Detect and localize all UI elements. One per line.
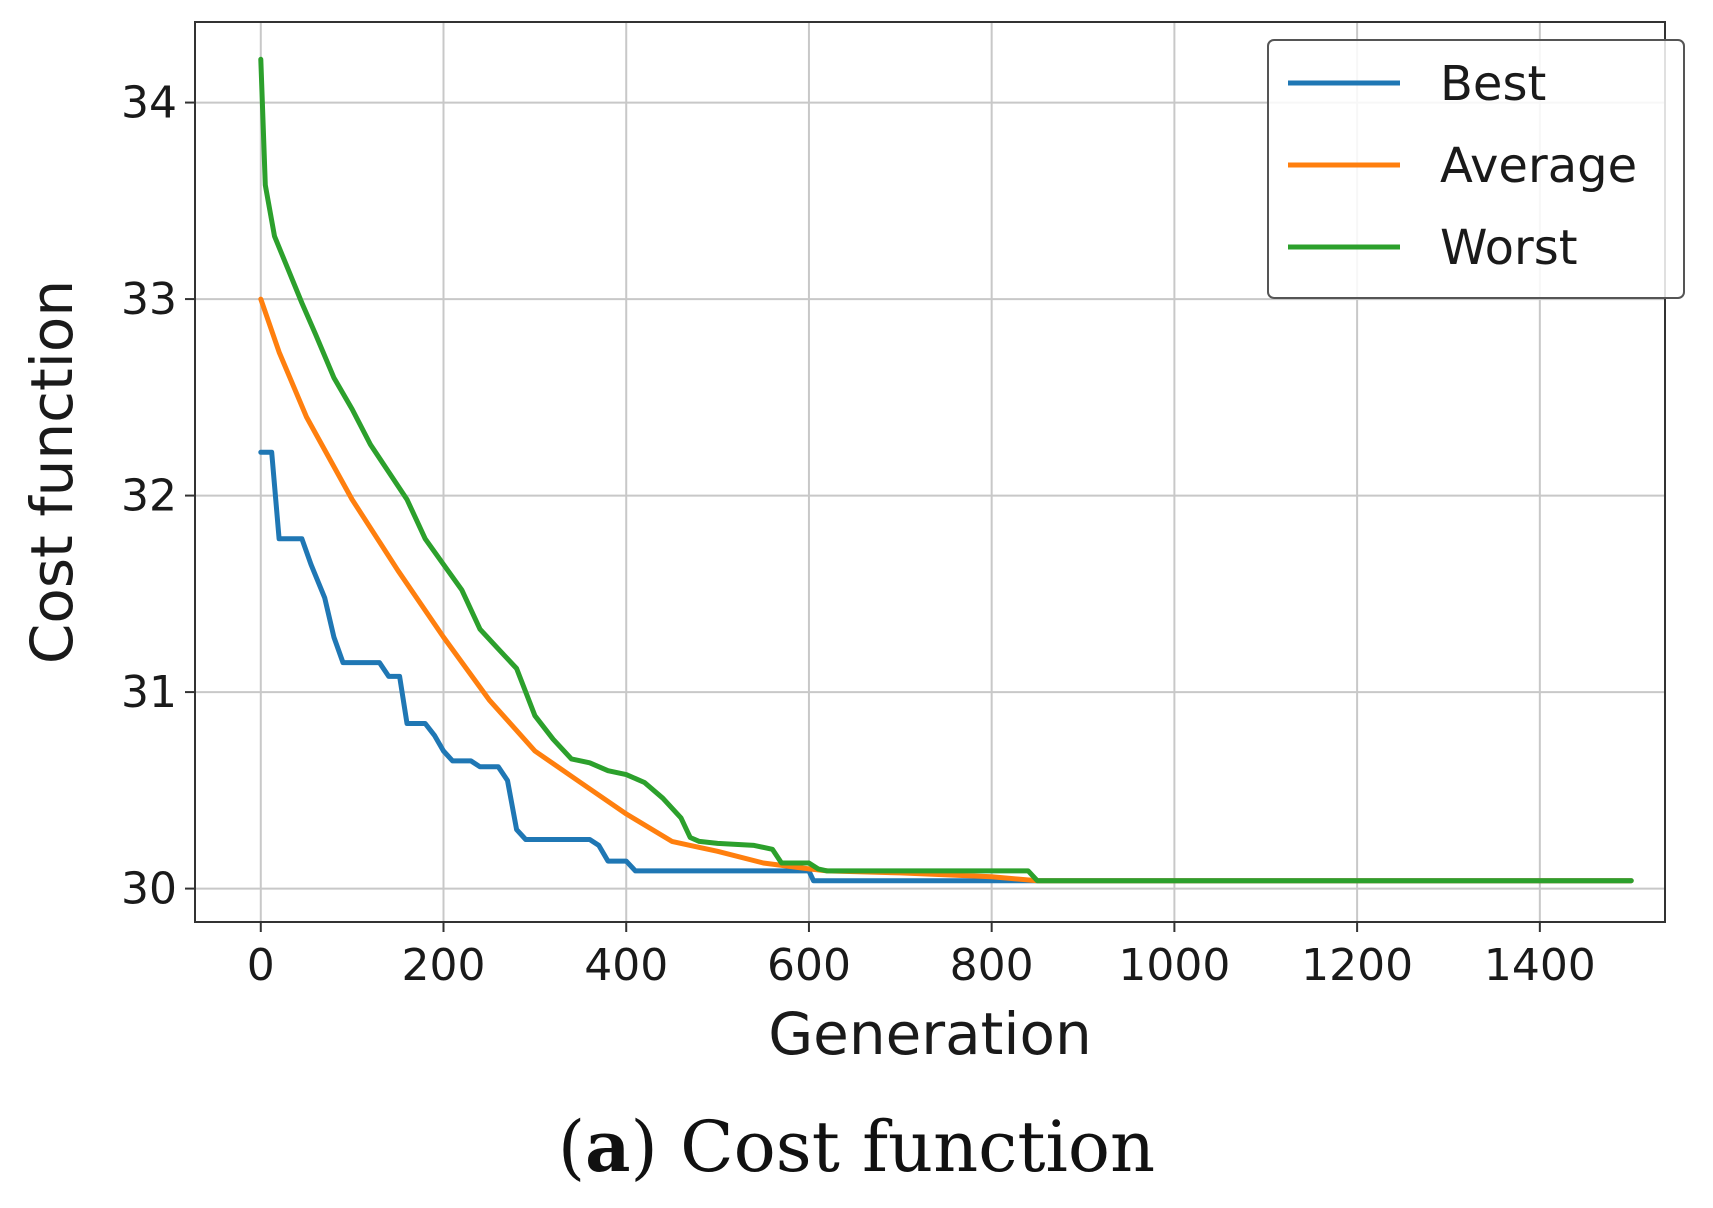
legend-label-best: Best [1440, 56, 1546, 112]
x-tick-label: 200 [402, 940, 486, 991]
series-line-average [258, 296, 1634, 884]
figure-caption: (a) Cost function [0, 1105, 1713, 1188]
legend-box [1267, 39, 1685, 299]
x-tick-label: 400 [584, 940, 668, 991]
y-axis-label: Cost function [18, 280, 86, 664]
y-tick-label: 34 [121, 78, 177, 129]
y-tick-label: 33 [121, 274, 177, 325]
caption-text: ) Cost function [630, 1106, 1156, 1188]
legend-label-average: Average [1440, 138, 1637, 194]
x-tick-label: 600 [767, 940, 851, 991]
caption-letter: a [585, 1105, 631, 1188]
plot-frame [194, 21, 1666, 923]
legend-label-worst: Worst [1440, 220, 1578, 276]
y-tick-label: 31 [121, 667, 177, 718]
axis-ticks: 0 200 400 600 800 1000 1200 1400 30 31 32 33 34 [121, 78, 1596, 991]
x-tick-label: 1400 [1484, 940, 1596, 991]
y-tick-label: 30 [121, 864, 177, 915]
x-tick-label: 800 [950, 940, 1034, 991]
series-line-worst [258, 56, 1634, 884]
legend: Best Average Worst [1267, 39, 1685, 299]
chart: 0 200 400 600 800 1000 1200 1400 30 31 32 33 34 Gene… [18, 21, 1685, 1068]
x-tick-label: 0 [247, 940, 275, 991]
series-line-best [258, 449, 1634, 884]
y-tick-label: 32 [121, 471, 177, 522]
series-lines [258, 56, 1634, 884]
x-tick-label: 1000 [1118, 940, 1230, 991]
x-tick-label: 1200 [1301, 940, 1413, 991]
x-axis-label: Generation [768, 1000, 1092, 1068]
caption-open-paren: ( [557, 1106, 586, 1188]
